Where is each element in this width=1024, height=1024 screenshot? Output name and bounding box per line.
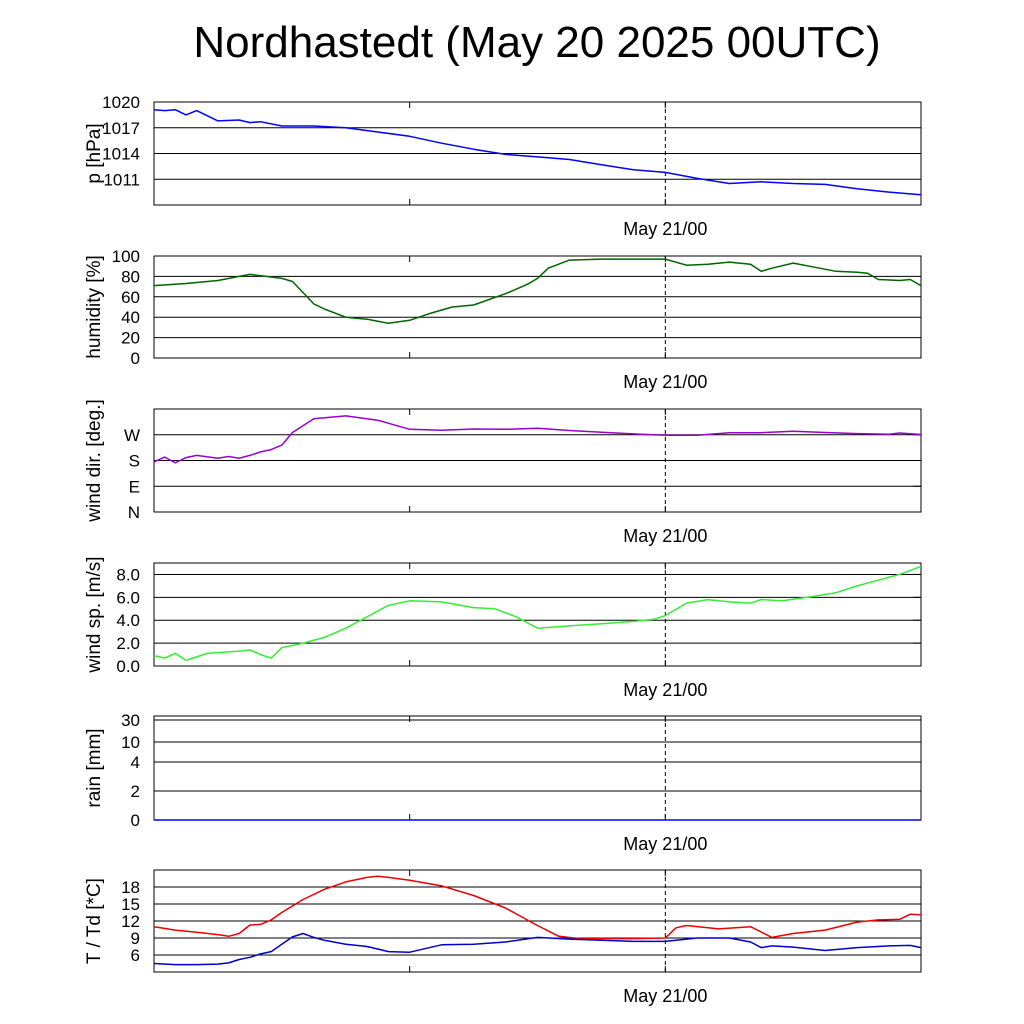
y-axis-label: wind dir. [deg.]: [84, 399, 105, 523]
series-line: [153, 415, 922, 464]
y-tick-label: E: [129, 477, 140, 496]
y-axis-label: p [hPa]: [84, 123, 105, 183]
series-line: [153, 932, 922, 966]
y-tick-label: 12: [121, 912, 140, 931]
series-line: [153, 565, 922, 662]
y-tick-label: 2.0: [116, 634, 140, 653]
y-axis-label: rain [mm]: [84, 728, 105, 807]
x-tick-label: May 21/00: [623, 834, 707, 854]
y-tick-label: 0.0: [116, 657, 140, 676]
y-tick-label: 2: [131, 782, 140, 801]
panel-pressure: 1011 1014 1017 1020 May 21/00 p [hPa]: [84, 93, 922, 239]
y-tick-label: 1011: [103, 170, 140, 189]
y-tick-label: 100: [112, 247, 140, 266]
y-tick-label: 18: [121, 878, 140, 897]
x-tick-label: May 21/00: [623, 372, 707, 392]
y-tick-label: 30: [121, 711, 140, 730]
plot-frame: [153, 255, 922, 359]
y-axis-label: humidity [%]: [84, 255, 105, 358]
page-title: Nordhastedt (May 20 2025 00UTC): [193, 18, 881, 67]
plot-frame: [153, 408, 922, 513]
y-tick-label: 1017: [102, 119, 140, 138]
y-tick-label: 6.0: [116, 588, 140, 607]
y-tick-label: 20: [121, 329, 140, 348]
series-line: [153, 108, 922, 196]
panel-wind-speed: 0.0 2.0 4.0 6.0 8.0 May 21/00 wind sp. [m/s]: [84, 556, 922, 700]
x-tick-label: May 21/00: [623, 986, 707, 1006]
plot-frame: [153, 869, 922, 973]
y-tick-label: W: [124, 426, 140, 445]
y-tick-label: 9: [131, 929, 140, 948]
y-axis-label: T / Td [*C]: [84, 878, 105, 964]
y-tick-label: 15: [121, 895, 140, 914]
series-line: [153, 258, 922, 325]
x-tick-label: May 21/00: [623, 526, 707, 546]
x-tick-label: May 21/00: [623, 680, 707, 700]
plot-frame: [153, 562, 922, 667]
y-tick-label: S: [129, 452, 140, 471]
x-tick-label: May 21/00: [623, 219, 707, 239]
plot-frame: [153, 715, 922, 821]
y-tick-label: 60: [121, 288, 140, 307]
y-tick-label: 0: [131, 811, 140, 830]
y-tick-label: N: [128, 503, 140, 522]
y-tick-label: 80: [121, 267, 140, 286]
y-tick-label: 4.0: [116, 611, 140, 630]
y-tick-label: 4: [131, 753, 140, 772]
series-line: [153, 875, 922, 940]
panel-rain: 0 2 410 30 May 21/00 rain [mm]: [84, 711, 922, 854]
y-tick-label: 8.0: [116, 565, 140, 584]
y-tick-label: 1014: [102, 145, 140, 164]
y-tick-label: 1020: [102, 93, 140, 112]
y-tick-label: 10: [121, 733, 140, 752]
plot-frame: [153, 101, 922, 206]
y-tick-label: 0: [131, 349, 140, 368]
y-axis-label: wind sp. [m/s]: [84, 556, 105, 673]
y-tick-label: 40: [121, 308, 140, 327]
y-tick-label: 6: [131, 946, 140, 965]
